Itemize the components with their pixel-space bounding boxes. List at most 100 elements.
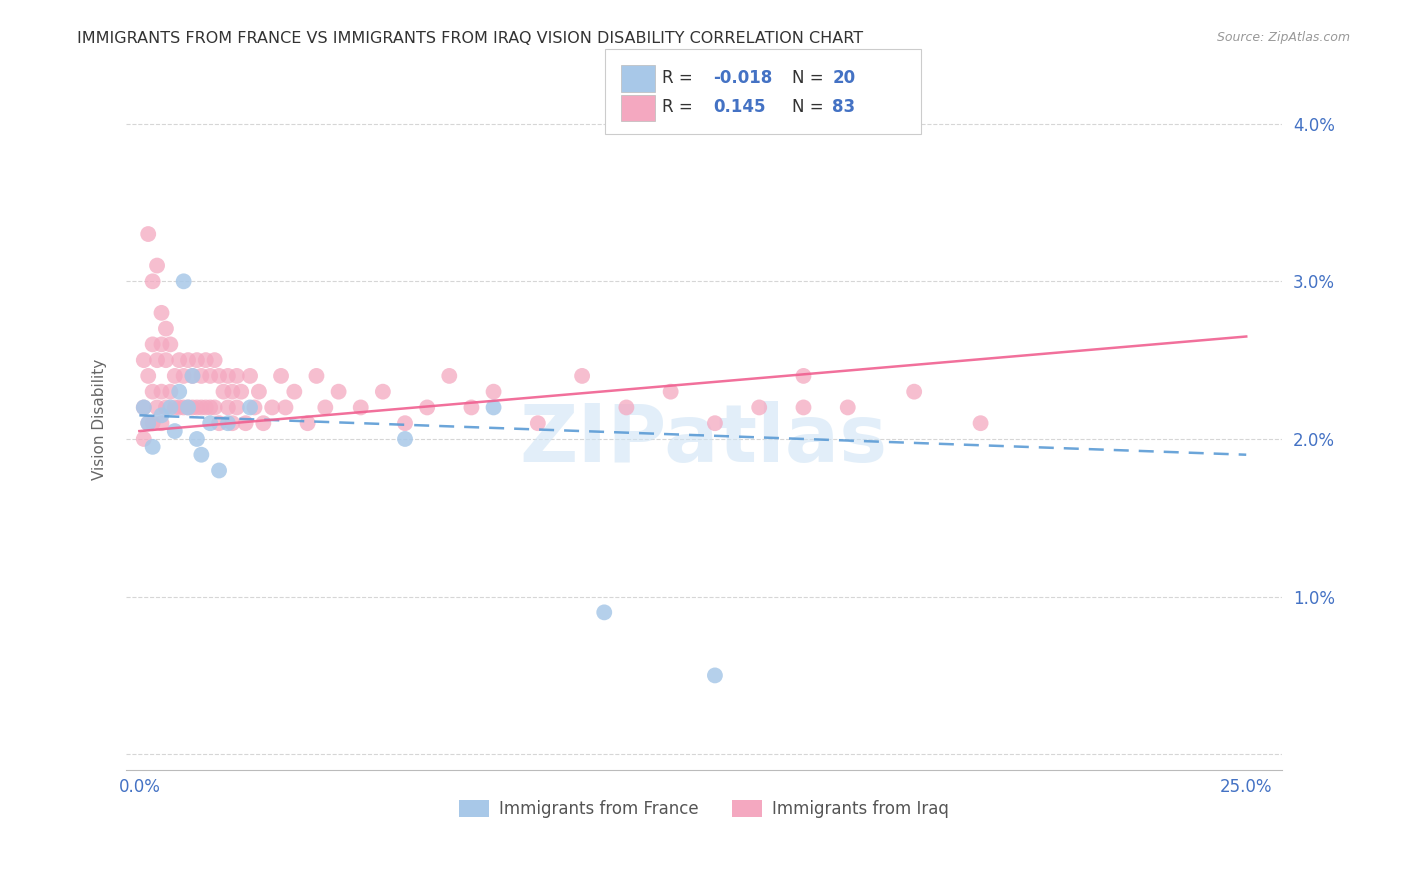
Point [173, 368, 195, 383]
Point [703, 668, 725, 682]
Point [142, 274, 165, 288]
Point [163, 368, 186, 383]
Point [903, 384, 925, 399]
Point [150, 384, 173, 399]
Point [593, 606, 616, 620]
Point [792, 401, 814, 415]
Point [262, 401, 284, 415]
Text: ZIPatlas: ZIPatlas [520, 401, 889, 479]
Point [748, 401, 770, 415]
Y-axis label: Vision Disability: Vision Disability [93, 359, 107, 480]
Point [150, 409, 173, 423]
Point [136, 368, 159, 383]
Point [371, 384, 394, 399]
Point [186, 401, 208, 415]
Point [173, 274, 195, 288]
Legend: Immigrants from France, Immigrants from Iraq: Immigrants from France, Immigrants from … [453, 793, 956, 825]
Point [225, 368, 247, 383]
Point [136, 416, 159, 430]
Point [181, 368, 204, 383]
Point [314, 401, 336, 415]
Text: IMMIGRANTS FROM FRANCE VS IMMIGRANTS FROM IRAQ VISION DISABILITY CORRELATION CHA: IMMIGRANTS FROM FRANCE VS IMMIGRANTS FRO… [77, 31, 863, 46]
Point [274, 401, 297, 415]
Point [527, 416, 550, 430]
Text: 0.145: 0.145 [713, 98, 765, 116]
Point [181, 368, 204, 383]
Point [482, 401, 505, 415]
Point [283, 384, 305, 399]
Point [155, 321, 177, 335]
Point [217, 401, 239, 415]
Point [208, 416, 231, 430]
Point [132, 401, 155, 415]
Text: 20: 20 [832, 69, 855, 87]
Point [416, 401, 439, 415]
Point [305, 368, 328, 383]
Point [177, 353, 200, 368]
Point [217, 368, 239, 383]
Point [247, 384, 270, 399]
Point [150, 337, 173, 351]
Point [167, 353, 190, 368]
Point [297, 416, 319, 430]
Point [155, 353, 177, 368]
Point [217, 416, 239, 430]
Point [460, 401, 482, 415]
Point [163, 401, 186, 415]
Point [204, 401, 226, 415]
Point [571, 368, 593, 383]
Point [132, 401, 155, 415]
Point [212, 384, 235, 399]
Point [350, 401, 373, 415]
Point [146, 401, 169, 415]
Point [221, 416, 243, 430]
Point [159, 384, 181, 399]
Point [482, 384, 505, 399]
Text: R =: R = [662, 98, 699, 116]
Point [252, 416, 274, 430]
Point [439, 368, 461, 383]
Point [659, 384, 682, 399]
Point [132, 432, 155, 446]
Point [136, 416, 159, 430]
Point [163, 424, 186, 438]
Point [792, 368, 814, 383]
Point [270, 368, 292, 383]
Point [204, 353, 226, 368]
Point [225, 401, 247, 415]
Point [177, 401, 200, 415]
Point [167, 384, 190, 399]
Point [616, 401, 638, 415]
Point [159, 401, 181, 415]
Point [231, 384, 253, 399]
Point [239, 401, 262, 415]
Point [194, 401, 217, 415]
Point [186, 432, 208, 446]
Point [200, 401, 222, 415]
Point [155, 401, 177, 415]
Point [837, 401, 859, 415]
Point [208, 368, 231, 383]
Point [394, 432, 416, 446]
Point [239, 368, 262, 383]
Text: 83: 83 [832, 98, 855, 116]
Point [159, 337, 181, 351]
Point [142, 440, 165, 454]
Point [208, 463, 231, 477]
Text: N =: N = [792, 98, 828, 116]
Text: -0.018: -0.018 [713, 69, 772, 87]
Point [132, 353, 155, 368]
Point [235, 416, 257, 430]
Point [181, 401, 204, 415]
Point [142, 416, 165, 430]
Point [150, 306, 173, 320]
Text: N =: N = [792, 69, 828, 87]
Point [190, 448, 212, 462]
Point [190, 401, 212, 415]
Point [200, 368, 222, 383]
Point [167, 401, 190, 415]
Point [200, 416, 222, 430]
Text: Source: ZipAtlas.com: Source: ZipAtlas.com [1216, 31, 1350, 45]
Point [177, 401, 200, 415]
Point [150, 416, 173, 430]
